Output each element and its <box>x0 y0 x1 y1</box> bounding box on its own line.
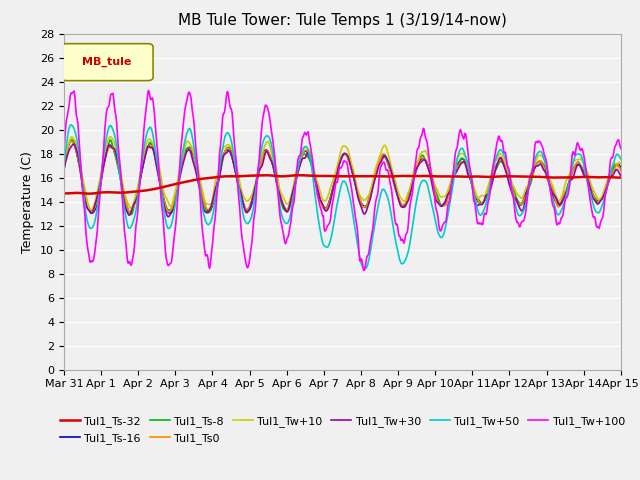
Tul1_Ts-32 <box>412 173 419 179</box>
Tul1_Ts-16 <box>186 146 193 152</box>
Tul1_Tw+30 <box>186 147 193 153</box>
Tul1_Ts-8 <box>107 137 115 143</box>
Tul1_Tw+10 <box>215 166 223 171</box>
Line: Tul1_Ts-16: Tul1_Ts-16 <box>64 140 621 213</box>
Tul1_Tw+100 <box>617 146 625 152</box>
Tul1_Tw+10 <box>186 140 193 146</box>
Tul1_Tw+50 <box>128 222 136 228</box>
Tul1_Ts-16 <box>215 171 223 177</box>
Tul1_Tw+100 <box>60 148 68 154</box>
Tul1_Ts-16 <box>68 137 76 143</box>
Tul1_Tw+50 <box>185 126 193 132</box>
Tul1_Ts-32 <box>214 174 222 180</box>
Tul1_Tw+10 <box>87 207 95 213</box>
Tul1_Ts-16 <box>412 169 419 175</box>
Tul1_Ts-32 <box>185 178 193 184</box>
Tul1_Ts0 <box>60 166 68 171</box>
Tul1_Tw+50 <box>71 128 79 134</box>
Tul1_Ts0 <box>215 174 223 180</box>
Tul1_Ts-8 <box>129 208 137 214</box>
Tul1_Ts-16 <box>428 175 436 181</box>
Tul1_Ts-16 <box>60 163 68 168</box>
Tul1_Tw+50 <box>214 176 222 182</box>
Tul1_Tw+10 <box>70 137 78 143</box>
Tul1_Tw+30 <box>128 206 136 212</box>
Tul1_Ts-16 <box>617 165 625 170</box>
Tul1_Ts-32 <box>60 191 68 196</box>
Tul1_Ts0 <box>67 138 75 144</box>
Tul1_Tw+50 <box>412 204 419 209</box>
Tul1_Ts0 <box>428 176 436 182</box>
Tul1_Ts-16 <box>129 205 137 211</box>
Tul1_Ts-32 <box>617 175 625 180</box>
Line: Tul1_Tw+10: Tul1_Tw+10 <box>64 137 621 210</box>
Tul1_Tw+100 <box>214 177 222 183</box>
Tul1_Ts-8 <box>60 167 68 173</box>
Tul1_Ts0 <box>412 168 419 174</box>
Tul1_Tw+50 <box>617 156 625 162</box>
Tul1_Tw+100 <box>360 267 367 273</box>
Tul1_Tw+30 <box>428 180 436 186</box>
Tul1_Tw+30 <box>70 141 78 147</box>
Tul1_Ts-32 <box>128 189 136 195</box>
Tul1_Tw+10 <box>107 134 115 140</box>
Line: Tul1_Ts-32: Tul1_Ts-32 <box>64 175 621 194</box>
Tul1_Tw+100 <box>185 89 193 95</box>
Tul1_Ts-8 <box>617 166 625 171</box>
Tul1_Tw+100 <box>428 174 436 180</box>
Line: Tul1_Tw+50: Tul1_Tw+50 <box>64 125 621 268</box>
Line: Tul1_Ts-8: Tul1_Ts-8 <box>64 140 621 215</box>
Tul1_Tw+10 <box>617 161 625 167</box>
Line: Tul1_Tw+100: Tul1_Tw+100 <box>64 91 621 270</box>
Tul1_Ts0 <box>617 168 625 174</box>
Tul1_Ts0 <box>186 146 193 152</box>
Tul1_Tw+30 <box>412 168 419 173</box>
Line: Tul1_Ts0: Tul1_Ts0 <box>64 141 621 213</box>
Tul1_Ts-16 <box>88 210 96 216</box>
Tul1_Ts-8 <box>428 177 436 183</box>
Tul1_Tw+50 <box>428 202 436 207</box>
Tul1_Tw+10 <box>60 156 68 162</box>
Tul1_Tw+100 <box>412 159 419 165</box>
Tul1_Tw+100 <box>127 262 135 268</box>
Text: MB_tule: MB_tule <box>82 57 132 67</box>
Tul1_Ts-32 <box>260 172 268 178</box>
Tul1_Ts-8 <box>70 139 78 144</box>
Tul1_Ts-8 <box>215 177 223 182</box>
Tul1_Ts-8 <box>186 144 193 150</box>
Legend: Tul1_Ts-32, Tul1_Ts-16, Tul1_Ts-8, Tul1_Ts0, Tul1_Tw+10, Tul1_Tw+30, Tul1_Tw+50,: Tul1_Ts-32, Tul1_Ts-16, Tul1_Ts-8, Tul1_… <box>55 412 630 448</box>
Tul1_Ts-8 <box>412 168 419 174</box>
Title: MB Tule Tower: Tule Temps 1 (3/19/14-now): MB Tule Tower: Tule Temps 1 (3/19/14-now… <box>178 13 507 28</box>
Tul1_Tw+50 <box>67 122 75 128</box>
Tul1_Ts-16 <box>71 143 79 149</box>
Tul1_Tw+30 <box>60 167 68 172</box>
Tul1_Tw+10 <box>412 162 419 168</box>
Tul1_Ts0 <box>129 205 137 211</box>
Tul1_Ts-32 <box>85 191 93 197</box>
Tul1_Ts0 <box>88 210 96 216</box>
Tul1_Tw+10 <box>428 171 436 177</box>
Line: Tul1_Tw+30: Tul1_Tw+30 <box>64 144 621 216</box>
Tul1_Tw+30 <box>215 177 223 182</box>
Tul1_Tw+10 <box>129 203 137 208</box>
Tul1_Tw+30 <box>71 142 79 148</box>
Tul1_Ts0 <box>71 144 79 149</box>
Tul1_Tw+30 <box>617 173 625 179</box>
Tul1_Ts-32 <box>428 173 436 179</box>
Tul1_Tw+30 <box>164 214 172 219</box>
Tul1_Ts-32 <box>70 190 78 196</box>
Y-axis label: Temperature (C): Temperature (C) <box>22 151 35 252</box>
Tul1_Tw+100 <box>145 88 152 94</box>
Tul1_Tw+100 <box>70 88 78 94</box>
FancyBboxPatch shape <box>61 44 153 81</box>
Tul1_Tw+50 <box>362 265 369 271</box>
Tul1_Tw+50 <box>60 161 68 167</box>
Tul1_Ts-8 <box>127 212 135 217</box>
